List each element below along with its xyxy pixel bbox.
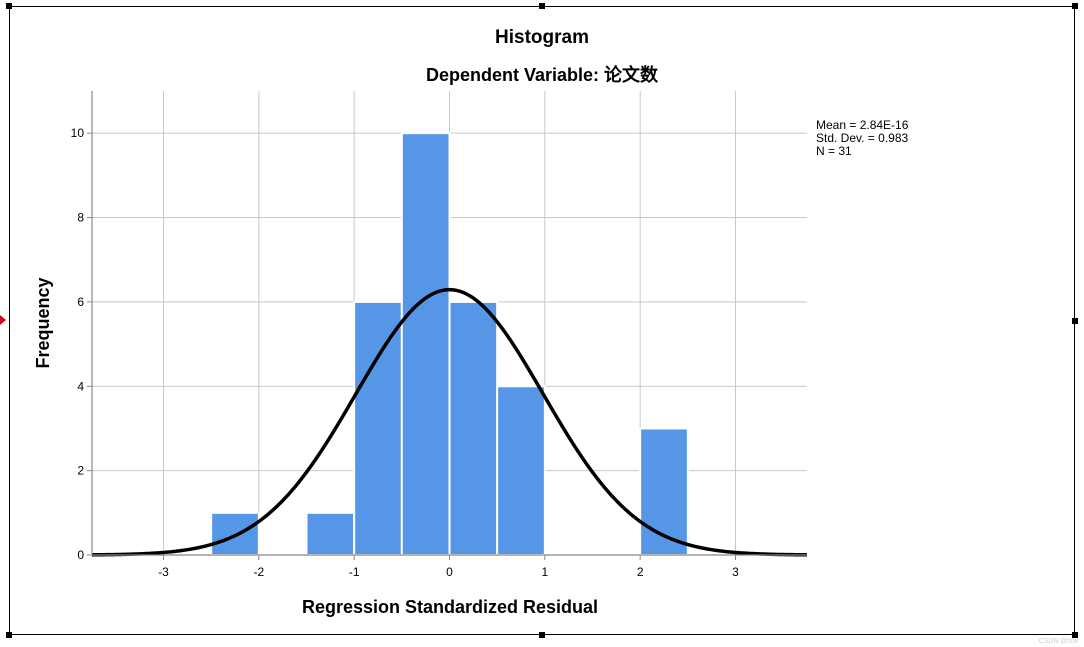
- x-tick-labels: -3 -2 -1 0 1 2 3: [158, 565, 739, 579]
- histogram-bars: [210, 132, 689, 557]
- stats-mean: Mean = 2.84E-16: [816, 118, 909, 132]
- y-tick-label: 6: [77, 295, 84, 309]
- chart-title: Histogram: [495, 27, 589, 48]
- resize-handle-middle-right[interactable]: [1072, 318, 1078, 324]
- resize-handle-top-right[interactable]: [1072, 3, 1078, 9]
- normal-curve: [91, 287, 808, 557]
- y-tick-label: 4: [77, 379, 84, 393]
- chart-subtitle: Dependent Variable: 论文数: [426, 64, 659, 85]
- y-axis-label: Frequency: [33, 277, 53, 368]
- y-tick-label: 8: [77, 211, 84, 225]
- x-tick-label: -3: [158, 565, 169, 579]
- y-tick-label: 10: [71, 126, 85, 140]
- resize-handle-top-center[interactable]: [539, 3, 545, 9]
- x-tick-label: -1: [349, 565, 360, 579]
- watermark: CSDN @fzw: [1038, 638, 1078, 645]
- resize-handle-middle-left-icon[interactable]: [0, 315, 6, 325]
- histogram-bar: [448, 300, 499, 556]
- resize-handle-bottom-center[interactable]: [539, 632, 545, 638]
- resize-handle-bottom-right[interactable]: [1072, 632, 1078, 638]
- x-tick-label: -2: [253, 565, 264, 579]
- x-tick-label: 1: [541, 565, 548, 579]
- resize-handle-top-left[interactable]: [6, 3, 12, 9]
- y-tick-label: 2: [77, 464, 84, 478]
- histogram-bar: [353, 300, 403, 556]
- histogram-bar: [400, 132, 451, 556]
- resize-handle-bottom-left[interactable]: [6, 632, 12, 638]
- histogram-bar: [496, 385, 546, 557]
- y-tick-labels: 0 2 4 6 8 10: [71, 126, 85, 562]
- axes: [87, 91, 807, 560]
- stats-n: N = 31: [816, 144, 852, 158]
- x-tick-label: 3: [732, 565, 739, 579]
- histogram-bar: [305, 511, 356, 556]
- x-tick-label: 2: [637, 565, 644, 579]
- x-tick-label: 0: [446, 565, 453, 579]
- stats-std-dev: Std. Dev. = 0.983: [816, 131, 908, 145]
- x-axis-label: Regression Standardized Residual: [302, 597, 598, 617]
- y-tick-label: 0: [77, 548, 84, 562]
- stats-legend: Mean = 2.84E-16 Std. Dev. = 0.983 N = 31: [816, 118, 909, 158]
